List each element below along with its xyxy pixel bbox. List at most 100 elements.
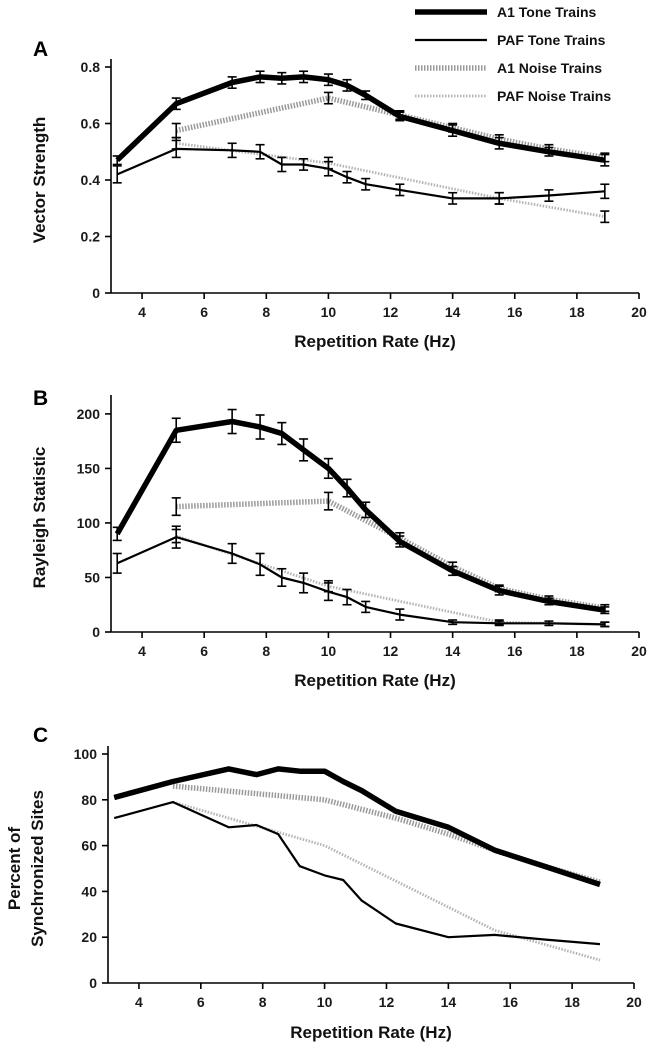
x-tick-label: 12	[379, 994, 395, 1010]
error-bar	[448, 619, 458, 626]
error-bar	[323, 91, 333, 105]
y-tick-label: 50	[84, 569, 100, 585]
x-tick-label: 20	[626, 994, 642, 1010]
chart-panel-a: A 0 0.2 0.4 0.6 0.8 4 6 8 10 12 14 16 18 20 Repetition …	[30, 38, 647, 351]
series-line	[176, 498, 606, 611]
error-bar	[277, 567, 287, 588]
error-bar	[171, 122, 181, 139]
error-bar	[544, 620, 554, 627]
error-bar	[600, 606, 610, 615]
y-axis-label: Percent of	[5, 827, 24, 910]
error-bar	[342, 170, 352, 184]
error-bar	[323, 582, 333, 602]
series-paf-tone	[112, 525, 610, 628]
x-tick-label: 18	[569, 304, 585, 320]
x-tick-label: 20	[631, 643, 647, 659]
y-axis-label: Rayleigh Statistic	[30, 447, 49, 589]
error-bar	[171, 417, 181, 444]
error-bar	[600, 153, 610, 167]
series-a1-noise	[172, 783, 601, 885]
panel-letter: C	[33, 724, 48, 747]
error-bar	[299, 158, 309, 171]
error-bar	[395, 111, 405, 122]
x-axis-label: Repetition Rate (Hz)	[290, 1023, 452, 1042]
error-bar	[171, 139, 181, 159]
y-tick-label: 100	[74, 746, 98, 762]
error-bar	[544, 146, 554, 157]
x-tick-label: 18	[569, 643, 585, 659]
error-bar	[277, 71, 287, 85]
error-bar	[299, 572, 309, 594]
y-tick-label: 100	[77, 515, 101, 531]
error-bar	[361, 90, 371, 101]
error-bar	[600, 621, 610, 628]
legend: A1 Tone Trains PAF Tone Trains A1 Noise Tr…	[415, 4, 611, 104]
error-bar	[112, 165, 122, 184]
series-line	[175, 534, 605, 626]
error-bar	[544, 597, 554, 606]
y-tick-label: 0.2	[81, 229, 101, 245]
y-tick-label: 200	[77, 406, 101, 422]
error-bar	[227, 408, 237, 435]
error-bar	[323, 73, 333, 87]
series-line	[115, 74, 606, 163]
legend-item-a1-noise: A1 Noise Trains	[415, 60, 602, 76]
series-line	[172, 800, 601, 962]
series-line	[116, 535, 605, 626]
error-bar	[299, 438, 309, 462]
legend-label: A1 Noise Trains	[497, 60, 602, 76]
x-tick-label: 20	[631, 304, 647, 320]
x-tick-label: 10	[317, 994, 333, 1010]
x-axis-label: Repetition Rate (Hz)	[294, 671, 456, 690]
error-bar	[323, 457, 333, 480]
error-bar	[227, 76, 237, 89]
x-tick-label: 10	[321, 643, 337, 659]
series-a1-tone	[113, 766, 601, 888]
series-paf-tone	[113, 800, 601, 946]
y-tick-label: 0	[92, 624, 100, 640]
y-tick-label: 40	[81, 883, 97, 899]
x-tick-label: 8	[262, 643, 270, 659]
error-bar	[171, 97, 181, 111]
error-bar	[342, 588, 352, 606]
error-bar	[299, 70, 309, 84]
error-bar	[395, 183, 405, 197]
y-tick-label: 0.6	[81, 116, 101, 132]
y-axis-label: Vector Strength	[30, 117, 49, 244]
series-a1-tone	[112, 408, 610, 615]
x-tick-label: 4	[138, 643, 146, 659]
error-bar	[255, 143, 265, 160]
legend-label: PAF Tone Trains	[497, 32, 606, 48]
series-paf-noise	[172, 800, 601, 962]
y-tick-label: 0.4	[81, 172, 101, 188]
error-bar	[600, 183, 610, 200]
y-tick-label: 0.8	[81, 59, 101, 75]
y-tick-label: 80	[81, 792, 97, 808]
series-a1-noise	[171, 491, 610, 613]
y-tick-label: 0	[92, 285, 100, 301]
x-tick-label: 12	[383, 304, 399, 320]
error-bar	[494, 136, 504, 150]
x-tick-label: 10	[321, 304, 337, 320]
series-line	[113, 800, 601, 946]
y-tick-label: 150	[77, 460, 101, 476]
error-bar	[342, 78, 352, 92]
x-tick-label: 4	[138, 304, 146, 320]
error-bar	[255, 414, 265, 440]
error-bar	[112, 552, 122, 574]
x-axis-label: Repetition Rate (Hz)	[294, 332, 456, 351]
legend-item-paf-tone: PAF Tone Trains	[415, 32, 606, 48]
error-bar	[227, 542, 237, 565]
error-bar	[448, 565, 458, 577]
series-line	[114, 418, 606, 613]
y-tick-label: 20	[81, 929, 97, 945]
error-bar	[361, 600, 371, 614]
error-bar	[277, 421, 287, 446]
error-bar	[494, 585, 504, 596]
legend-label: A1 Tone Trains	[497, 4, 597, 20]
legend-item-paf-noise: PAF Noise Trains	[415, 88, 611, 104]
error-bar	[395, 608, 405, 621]
panel-letter: A	[33, 38, 48, 61]
panel-letter: B	[33, 387, 48, 410]
series-paf-tone	[112, 139, 610, 205]
